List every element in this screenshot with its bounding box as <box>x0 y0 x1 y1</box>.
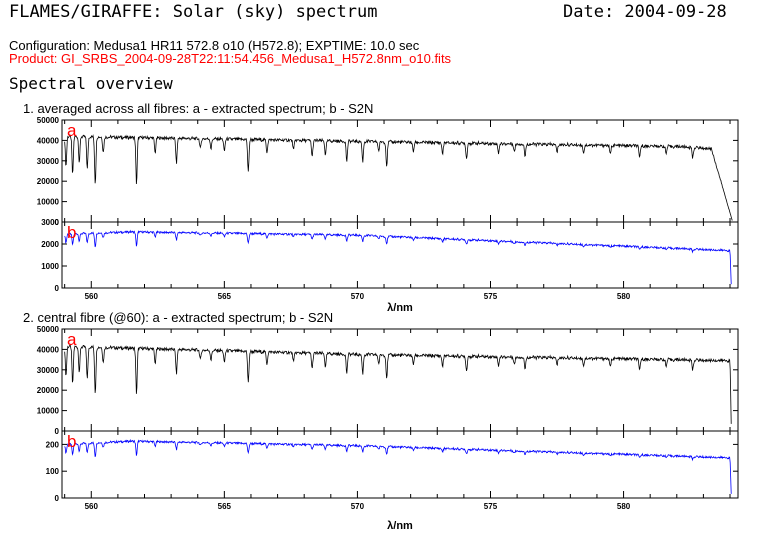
x-tick-label: 570 <box>351 292 365 301</box>
x-tick-label: 565 <box>218 502 232 511</box>
chart-2-title: 2. central fibre (@60): a - extracted sp… <box>23 310 334 325</box>
panel-letter-b: b <box>67 223 76 242</box>
y-tick-label: 3000 <box>41 218 59 227</box>
y-tick-label: 10000 <box>37 198 60 207</box>
y-tick-label: 50000 <box>37 325 60 334</box>
x-tick-label: 575 <box>484 292 498 301</box>
spectrum-line <box>64 344 732 424</box>
y-tick-label: 40000 <box>37 136 60 145</box>
y-tick-label: 30000 <box>37 366 60 375</box>
page-title: FLAMES/GIRAFFE: Solar (sky) spectrum <box>9 2 378 22</box>
section-title: Spectral overview <box>9 74 173 93</box>
y-tick-label: 0 <box>55 284 60 293</box>
x-tick-label: 570 <box>351 502 365 511</box>
y-tick-label: 30000 <box>37 157 60 166</box>
product-line: Product: GI_SRBS_2004-09-28T22:11:54.456… <box>9 51 452 66</box>
x-axis-label: λ/nm <box>387 520 413 532</box>
y-tick-label: 0 <box>55 218 60 227</box>
y-tick-label: 100 <box>46 467 60 476</box>
y-tick-label: 10000 <box>37 407 60 416</box>
y-tick-label: 20000 <box>37 177 60 186</box>
plot-frame <box>61 430 739 499</box>
y-tick-label: 0 <box>55 494 60 503</box>
s2n-line <box>64 438 732 494</box>
panel-letter-a: a <box>67 121 77 140</box>
s2n-line <box>64 229 732 285</box>
panel-letter-a: a <box>67 330 77 349</box>
plot-frame <box>61 221 739 289</box>
y-tick-label: 0 <box>55 427 60 436</box>
y-tick-label: 20000 <box>37 386 60 395</box>
y-tick-label: 50000 <box>37 116 60 125</box>
x-tick-label: 560 <box>85 502 99 511</box>
x-tick-label: 580 <box>617 502 631 511</box>
spectrum-line <box>64 134 733 221</box>
x-tick-label: 560 <box>85 292 99 301</box>
x-axis-label: λ/nm <box>387 302 413 314</box>
y-tick-label: 1000 <box>41 262 59 271</box>
x-tick-label: 580 <box>617 292 631 301</box>
plot-frame <box>61 328 739 432</box>
panel-letter-b: b <box>67 432 76 451</box>
y-tick-label: 40000 <box>37 345 60 354</box>
y-tick-label: 2000 <box>41 240 59 249</box>
configuration-line: Configuration: Medusa1 HR11 572.8 o10 (H… <box>9 38 420 53</box>
plot-frame <box>61 119 739 223</box>
x-tick-label: 575 <box>484 502 498 511</box>
date-label: Date: 2004-09-28 <box>563 2 727 22</box>
y-tick-label: 200 <box>46 440 60 449</box>
x-tick-label: 565 <box>218 292 232 301</box>
chart-1-title: 1. averaged across all fibres: a - extra… <box>23 101 374 116</box>
